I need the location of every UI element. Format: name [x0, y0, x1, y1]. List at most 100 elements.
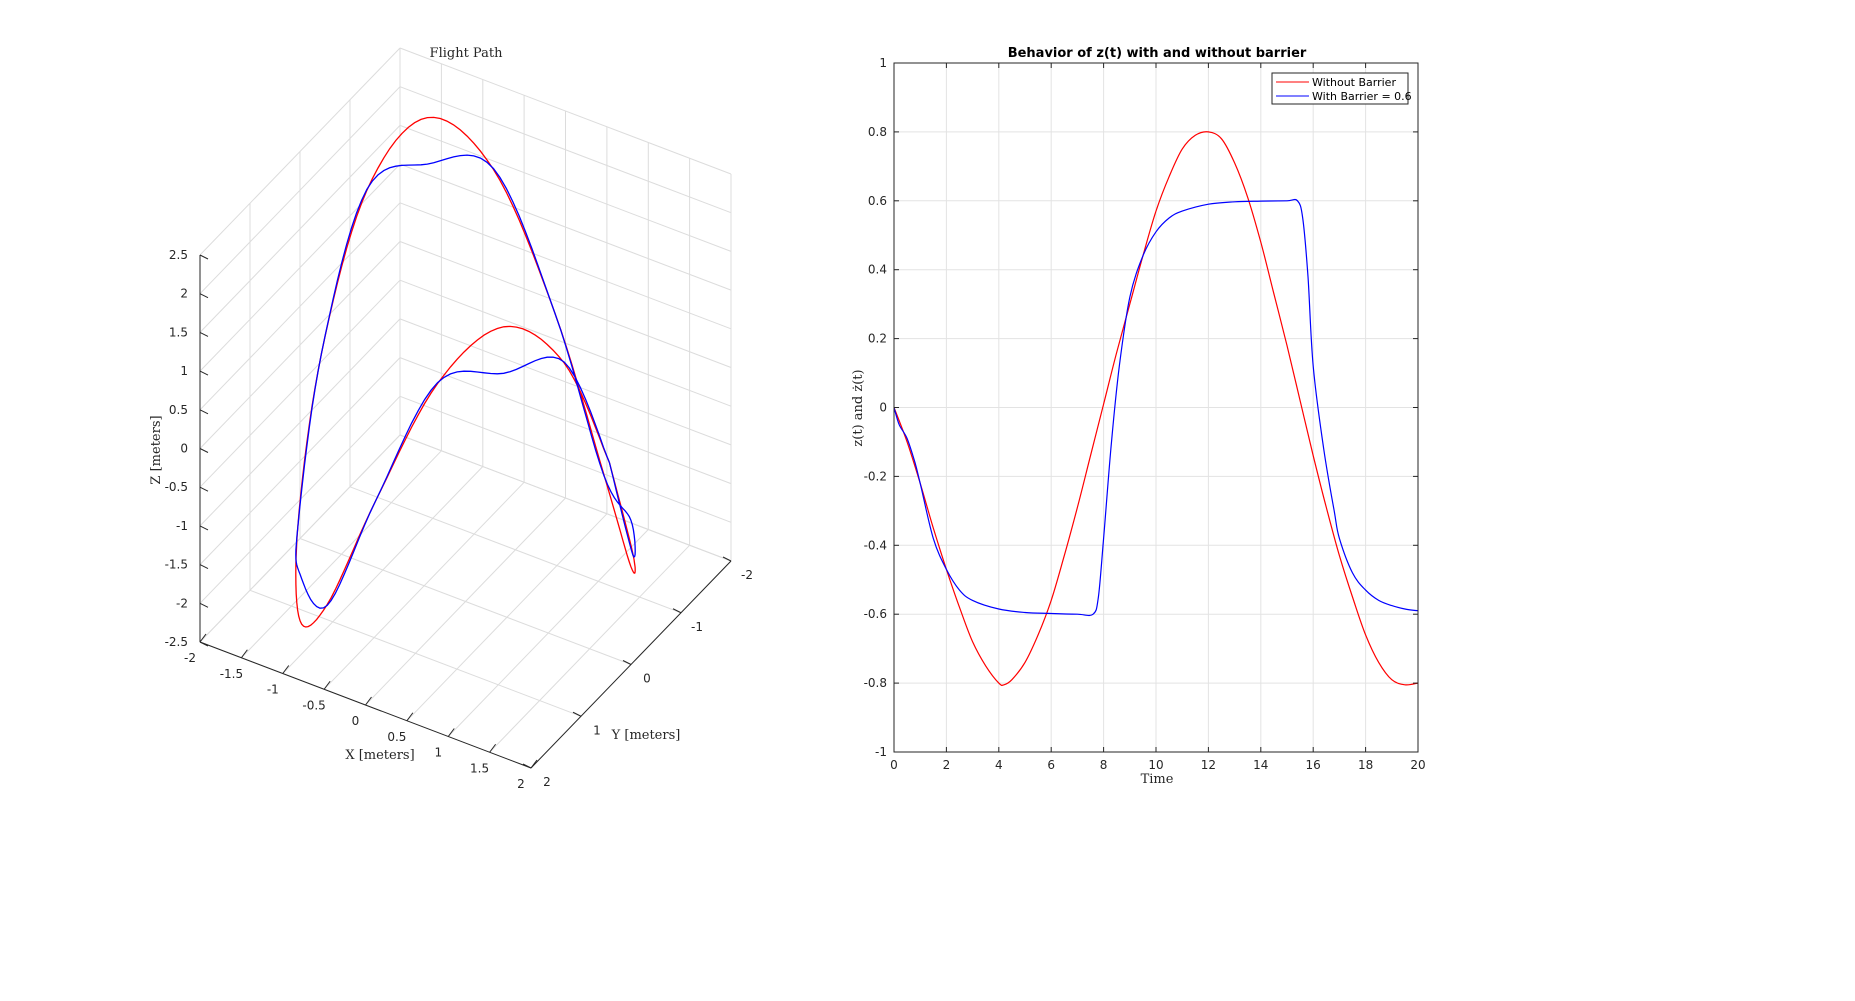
y-tick-label: -0.2 [864, 469, 887, 483]
back-wall-grid-line [399, 434, 732, 562]
back-wall-grid-line [399, 163, 732, 291]
back-wall-grid-line [399, 241, 732, 368]
x-tick-label: 10 [1148, 758, 1163, 772]
floor-grid-line [299, 538, 632, 665]
x-tick-label: 18 [1358, 758, 1373, 772]
back-wall-grid-line [399, 357, 732, 485]
legend: Without Barrier With Barrier = 0.6 [1271, 72, 1412, 105]
y-tick-label: -0.4 [864, 538, 887, 552]
x-tick-mark [240, 649, 248, 659]
z-tick-label: 0.5 [169, 403, 188, 417]
back-wall-grid-line [399, 86, 732, 214]
y-axis-label: Y [meters] [611, 728, 681, 743]
z-tick-label: -0.5 [165, 480, 188, 494]
y-tick-label: 1 [879, 56, 887, 70]
x-tick-label: -1.5 [220, 667, 243, 681]
y-tick-label: -0.8 [864, 676, 887, 690]
side-wall-grid-line [199, 202, 401, 411]
x-tick-label: 0.5 [387, 730, 406, 744]
2d-ticks: 0 2 4 6 8 10 12 14 16 18 20 -1 -0.8 -0.6 -0.4 -0.2 0 0.2 0… [864, 56, 1426, 772]
y-tick-label: 0.8 [868, 125, 887, 139]
y-tick-mark [522, 763, 532, 769]
z-tick-label: -2.5 [165, 635, 188, 649]
x-tick-mark [489, 743, 497, 753]
z-tick-mark [199, 602, 209, 608]
side-wall-grid-line [199, 434, 401, 643]
back-wall-grid-line [399, 395, 732, 523]
z-tick-label: 0 [180, 442, 188, 456]
x-tick-mark [282, 665, 290, 674]
back-wall-grid-line [399, 318, 732, 446]
z-series-line-1 [893, 198, 1419, 617]
z-series-line-0 [893, 131, 1419, 686]
z-tick-mark [199, 293, 209, 299]
time-axis-label: Time [1141, 772, 1174, 787]
y-tick-label: -0.6 [864, 607, 887, 621]
z-tick-mark [199, 448, 209, 453]
side-wall-grid-line [199, 47, 401, 256]
x-tick-mark [323, 680, 331, 690]
y-tick-label: 1 [593, 723, 601, 737]
z-axis-label: Z [meters] [149, 415, 164, 484]
z-tick-mark [199, 409, 209, 415]
y-tick-label: -2 [741, 568, 753, 582]
x-tick-label: 0 [890, 758, 898, 772]
flight-path-title: Flight Path [430, 46, 504, 61]
z-tick-mark [199, 486, 209, 492]
y-tick-mark [572, 711, 582, 717]
y-tick-label: 0 [879, 401, 887, 415]
z-tick-label: -1 [176, 519, 188, 533]
back-wall-grid-line [399, 124, 732, 252]
legend-box [1271, 72, 1409, 105]
side-wall-grid-line [199, 86, 401, 295]
z-axis-label-2d: z(t) and ż(t) [851, 369, 866, 446]
side-wall-grid-line [199, 241, 401, 449]
3d-grid [199, 47, 732, 769]
x-tick-label: 12 [1201, 758, 1216, 772]
x-tick-label: 2 [943, 758, 951, 772]
z-tick-mark [199, 564, 209, 570]
z-tick-mark [199, 254, 209, 260]
x-tick-label: 1 [434, 746, 442, 760]
x-tick-label: -2 [184, 651, 196, 665]
z-tick-label: 2.5 [169, 248, 188, 262]
y-tick-label: 0.4 [868, 263, 887, 277]
y-tick-mark [722, 556, 732, 562]
x-tick-mark [199, 633, 207, 643]
flight-path-3d-plot: -2 -1.5 -1 -0.5 0 0.5 1 1.5 2 -2 -1 0 1 2 -2.5 -2 -1.5 -1… [149, 46, 753, 791]
x-tick-mark [406, 712, 414, 722]
x-tick-mark [530, 759, 538, 769]
flight-path-series-0 [295, 116, 636, 628]
z-tick-label: -1.5 [165, 558, 188, 572]
side-wall-grid-line [199, 318, 401, 527]
legend-label-without-barrier: Without Barrier [1312, 76, 1396, 89]
x-tick-label: 4 [995, 758, 1003, 772]
side-wall-grid-line [199, 125, 401, 333]
legend-label-with-barrier: With Barrier = 0.6 [1312, 90, 1412, 103]
3d-series-lines [295, 116, 636, 628]
y-tick-mark [622, 660, 632, 665]
side-wall-grid-line [199, 357, 401, 565]
z-tick-mark [199, 525, 209, 531]
z-behavior-title: Behavior of z(t) with and without barrie… [1008, 46, 1307, 61]
side-wall-grid-line [199, 279, 401, 488]
x-tick-label: -1 [267, 683, 279, 697]
x-tick-mark [447, 728, 455, 737]
y-tick-label: -1 [691, 620, 703, 634]
z-tick-label: 1 [180, 364, 188, 378]
z-behavior-2d-plot: 0 2 4 6 8 10 12 14 16 18 20 -1 -0.8 -0.6 -0.4 -0.2 0 0.2 0… [851, 46, 1426, 787]
x-axis-label: X [meters] [345, 748, 414, 763]
floor-grid-line [349, 486, 682, 614]
y-tick-label: 2 [543, 775, 551, 789]
side-wall-grid-line [199, 163, 401, 372]
x-tick-mark [365, 696, 372, 706]
2d-grid [893, 62, 1419, 753]
x-tick-label: 6 [1047, 758, 1055, 772]
x-tick-label: 20 [1410, 758, 1425, 772]
x-tick-label: 1.5 [470, 761, 489, 775]
z-tick-mark [199, 370, 209, 376]
z-tick-label: 1.5 [169, 325, 188, 339]
3d-axes [199, 255, 732, 769]
x-tick-label: -0.5 [302, 698, 325, 712]
